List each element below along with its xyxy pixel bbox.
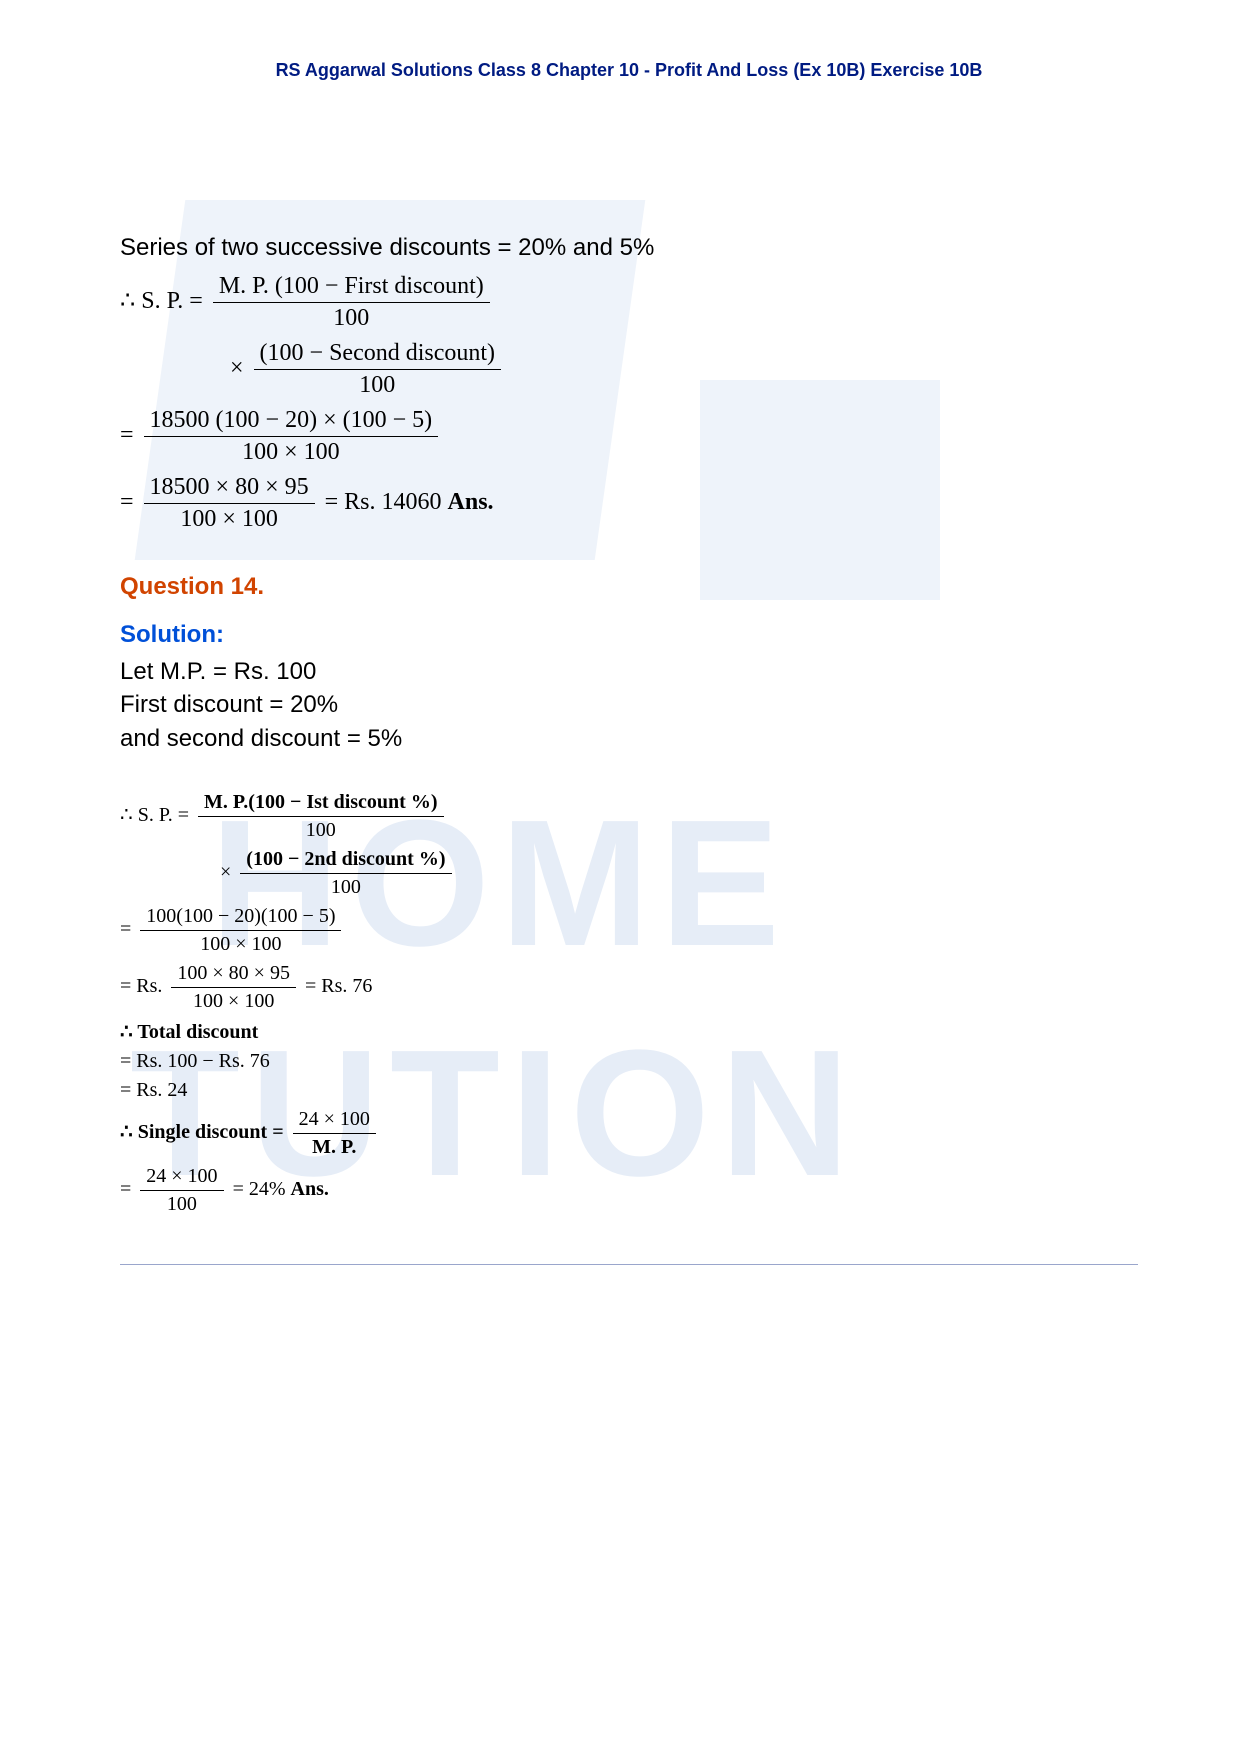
intro-line: Series of two successive discounts = 20%… — [120, 231, 1138, 265]
q13-frac4-num: 18500 × 80 × 95 — [144, 474, 315, 504]
q14-final-den: 100 — [140, 1191, 223, 1216]
q14-frac4-den: 100 × 100 — [171, 988, 296, 1013]
q13-frac1: M. P. (100 − First discount) 100 — [213, 273, 490, 332]
q14-frac1: M. P.(100 − Ist discount %) 100 — [198, 791, 443, 842]
q14-frac1-num: M. P.(100 − Ist discount %) — [198, 791, 443, 817]
solution-heading: Solution: — [120, 621, 1138, 649]
q14-frac4: 100 × 80 × 95 100 × 100 — [171, 962, 296, 1013]
q13-ans: Ans. — [448, 489, 494, 515]
q14-single-den: M. P. — [293, 1134, 376, 1159]
times: × — [220, 861, 231, 883]
q14-eq-line3: = 100(100 − 20)(100 − 5) 100 × 100 — [120, 905, 1138, 956]
q14-eq-line1: ∴ S. P. = M. P.(100 − Ist discount %) 10… — [120, 791, 1138, 842]
q14-eq-line2: × (100 − 2nd discount %) 100 — [220, 848, 1138, 899]
q14-frac2-den: 100 — [240, 874, 451, 899]
q14-frac2: (100 − 2nd discount %) 100 — [240, 848, 451, 899]
equals: = — [120, 918, 136, 940]
equals: = — [120, 489, 140, 515]
q14-final-ans: Ans. — [291, 1178, 329, 1200]
sp-prefix: ∴ S. P. = — [120, 288, 209, 314]
q13-eq-line2: × (100 − Second discount) 100 — [230, 340, 1138, 399]
equals: = — [120, 422, 140, 448]
q14-single-line: ∴ Single discount = 24 × 100 M. P. — [120, 1108, 1138, 1159]
q13-frac3: 18500 (100 − 20) × (100 − 5) 100 × 100 — [144, 407, 439, 466]
q14-eq3-result: = Rs. 76 — [305, 975, 372, 997]
q13-frac2-den: 100 — [254, 370, 502, 399]
q14-sp-prefix: ∴ S. P. = — [120, 804, 194, 826]
q14-frac1-den: 100 — [198, 817, 443, 842]
q14-single-frac: 24 × 100 M. P. — [293, 1108, 376, 1159]
q13-result: = Rs. 14060 — [325, 489, 448, 515]
q13-eq-line3: = 18500 (100 − 20) × (100 − 5) 100 × 100 — [120, 407, 1138, 466]
question-14-heading: Question 14. — [120, 573, 1138, 601]
q13-frac3-den: 100 × 100 — [144, 437, 439, 466]
q14-total-label: ∴ Total discount — [120, 1019, 1138, 1044]
q14-final-line: = 24 × 100 100 = 24% Ans. — [120, 1165, 1138, 1216]
q14-final-frac: 24 × 100 100 — [140, 1165, 223, 1216]
equals: = — [120, 1178, 136, 1200]
q14-line2: First discount = 20% — [120, 688, 1138, 722]
q14-line3: and second discount = 5% — [120, 722, 1138, 756]
q14-single-prefix: ∴ Single discount = — [120, 1121, 289, 1143]
q14-frac4-num: 100 × 80 × 95 — [171, 962, 296, 988]
q13-frac1-den: 100 — [213, 303, 490, 332]
q13-frac4: 18500 × 80 × 95 100 × 100 — [144, 474, 315, 533]
bottom-rule — [120, 1264, 1138, 1265]
q14-single-num: 24 × 100 — [293, 1108, 376, 1134]
q14-total-eq1: = Rs. 100 − Rs. 76 — [120, 1050, 1138, 1073]
q14-frac2-num: (100 − 2nd discount %) — [240, 848, 451, 874]
q13-frac2-num: (100 − Second discount) — [254, 340, 502, 370]
times: × — [230, 355, 244, 381]
q13-frac2: (100 − Second discount) 100 — [254, 340, 502, 399]
q14-frac3: 100(100 − 20)(100 − 5) 100 × 100 — [140, 905, 341, 956]
page-content: RS Aggarwal Solutions Class 8 Chapter 10… — [0, 0, 1238, 1216]
q14-frac3-num: 100(100 − 20)(100 − 5) — [140, 905, 341, 931]
q14-total-eq2: = Rs. 24 — [120, 1079, 1138, 1102]
q14-eq-line4: = Rs. 100 × 80 × 95 100 × 100 = Rs. 76 — [120, 962, 1138, 1013]
q13-eq-line1: ∴ S. P. = M. P. (100 − First discount) 1… — [120, 273, 1138, 332]
q14-frac3-den: 100 × 100 — [140, 931, 341, 956]
q14-line1: Let M.P. = Rs. 100 — [120, 655, 1138, 689]
q13-frac1-num: M. P. (100 − First discount) — [213, 273, 490, 303]
q14-final-num: 24 × 100 — [140, 1165, 223, 1191]
q14-eq3-prefix: = Rs. — [120, 975, 167, 997]
page-header: RS Aggarwal Solutions Class 8 Chapter 10… — [120, 60, 1138, 81]
q13-frac3-num: 18500 (100 − 20) × (100 − 5) — [144, 407, 439, 437]
q14-final-result: = 24% — [233, 1178, 291, 1200]
q13-eq-line4: = 18500 × 80 × 95 100 × 100 = Rs. 14060 … — [120, 474, 1138, 533]
q13-frac4-den: 100 × 100 — [144, 504, 315, 533]
